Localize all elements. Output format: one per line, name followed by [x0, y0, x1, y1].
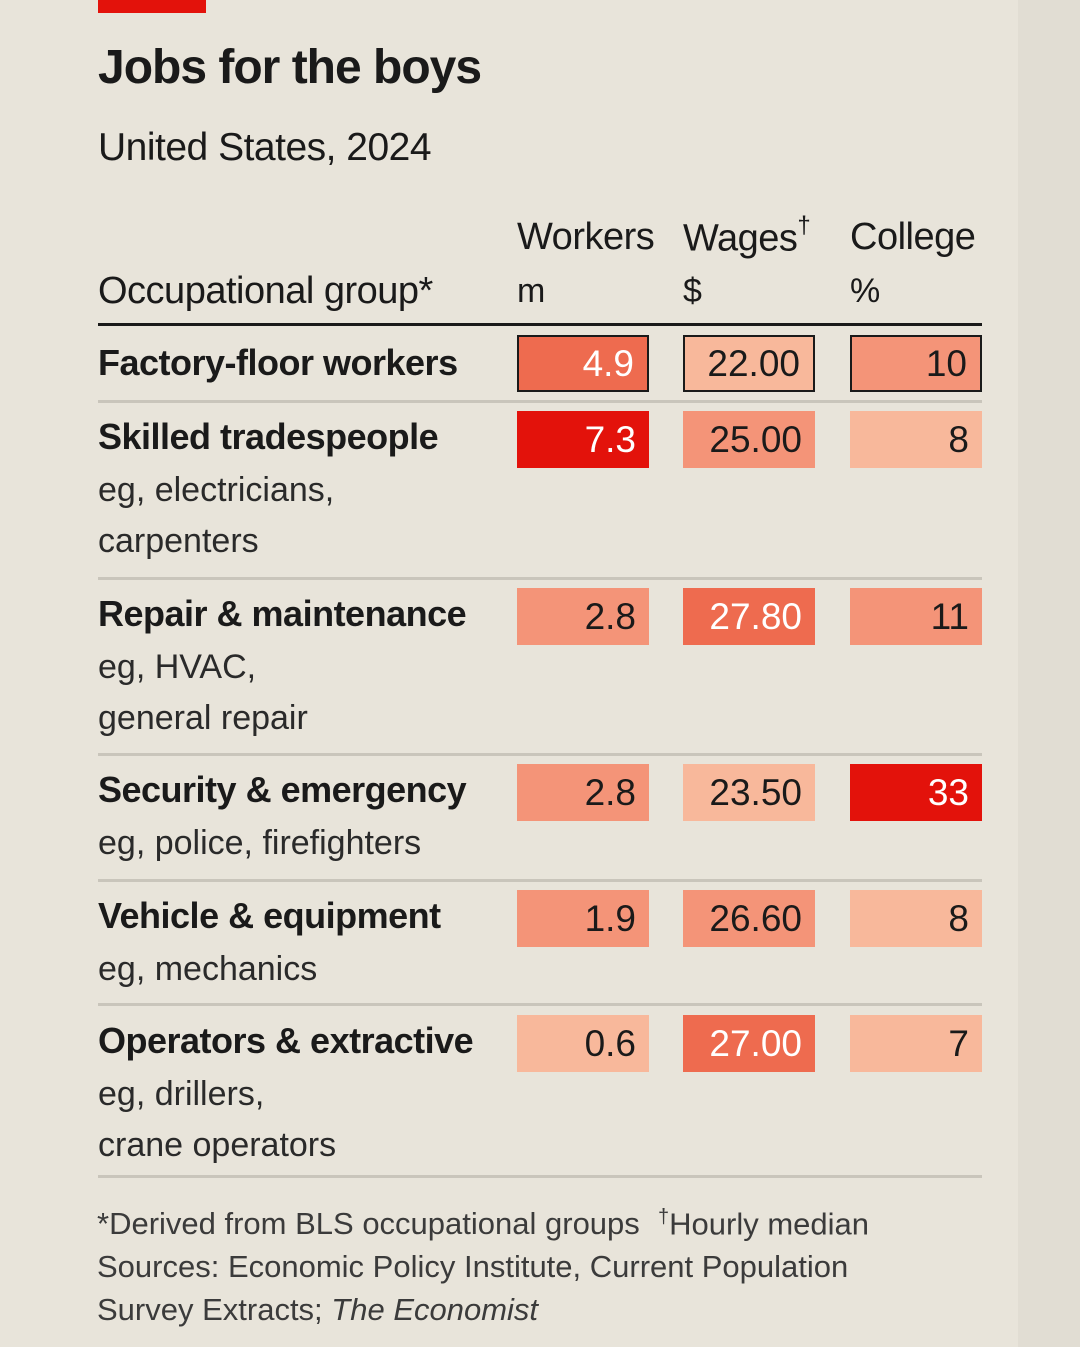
row-group-name: Factory-floor workers [98, 342, 458, 383]
cell-college: 10 [850, 335, 982, 392]
row-separator [98, 1175, 982, 1178]
column-header-group: Occupational group* [98, 270, 433, 312]
cell-college: 8 [850, 411, 982, 468]
cell-wages: 22.00 [683, 335, 815, 392]
cell-workers: 7.3 [517, 411, 649, 468]
cell-wages: 27.00 [683, 1015, 815, 1072]
chart-title: Jobs for the boys [98, 41, 482, 94]
cell-workers: 4.9 [517, 335, 649, 392]
row-examples-line: carpenters [98, 522, 259, 560]
column-header-wages: Wages† [683, 212, 811, 261]
row-examples-line: crane operators [98, 1126, 337, 1164]
row-separator [98, 879, 982, 882]
row-examples-line: eg, police, firefighters [98, 824, 422, 862]
chart-subtitle: United States, 2024 [98, 126, 432, 169]
cell-wages: 27.80 [683, 588, 815, 645]
unit-wages: $ [683, 272, 702, 310]
row-group-name: Skilled tradespeople [98, 416, 439, 457]
row-examples-line: eg, drillers, [98, 1075, 265, 1113]
row-separator [98, 753, 982, 756]
unit-college: % [850, 272, 881, 310]
cell-college: 7 [850, 1015, 982, 1072]
row-separator [98, 400, 982, 403]
cell-workers: 2.8 [517, 764, 649, 821]
sources-publisher: The Economist [331, 1292, 539, 1327]
row-separator [98, 577, 982, 580]
dagger-marker: † [797, 212, 811, 239]
row-group-name: Security & emergency [98, 769, 467, 810]
cell-college: 8 [850, 890, 982, 947]
cell-workers: 1.9 [517, 890, 649, 947]
sources-line-1: Sources: Economic Policy Institute, Curr… [97, 1249, 849, 1284]
column-header-workers: Workers [517, 216, 655, 258]
cell-college: 33 [850, 764, 982, 821]
row-examples-line: eg, HVAC, [98, 648, 257, 686]
cell-workers: 0.6 [517, 1015, 649, 1072]
column-header-wages-label: Wages [683, 217, 798, 260]
sources-prefix: Survey Extracts; [97, 1292, 332, 1327]
row-group-name: Repair & maintenance [98, 593, 467, 634]
header-rule [98, 323, 982, 326]
cell-wages: 25.00 [683, 411, 815, 468]
footnote-dagger-text: Hourly median [669, 1206, 869, 1242]
cell-wages: 23.50 [683, 764, 815, 821]
footnote-dagger-symbol: † [658, 1206, 670, 1228]
row-examples-line: eg, mechanics [98, 950, 318, 988]
unit-workers: m [517, 272, 546, 310]
sources-line-2: Survey Extracts; The Economist [97, 1292, 538, 1328]
cell-college: 11 [850, 588, 982, 645]
cell-wages: 26.60 [683, 890, 815, 947]
page-edge-strip [1018, 0, 1080, 1347]
brand-red-tag [98, 0, 206, 13]
footnote-dagger: †Hourly median [658, 1206, 869, 1242]
row-separator [98, 1003, 982, 1006]
column-header-college: College [850, 216, 976, 258]
cell-workers: 2.8 [517, 588, 649, 645]
row-examples-line: eg, electricians, [98, 471, 335, 509]
row-group-name: Operators & extractive [98, 1020, 474, 1061]
footnote-asterisk: *Derived from BLS occupational groups [97, 1206, 640, 1241]
row-examples-line: general repair [98, 699, 308, 737]
row-group-name: Vehicle & equipment [98, 895, 441, 936]
